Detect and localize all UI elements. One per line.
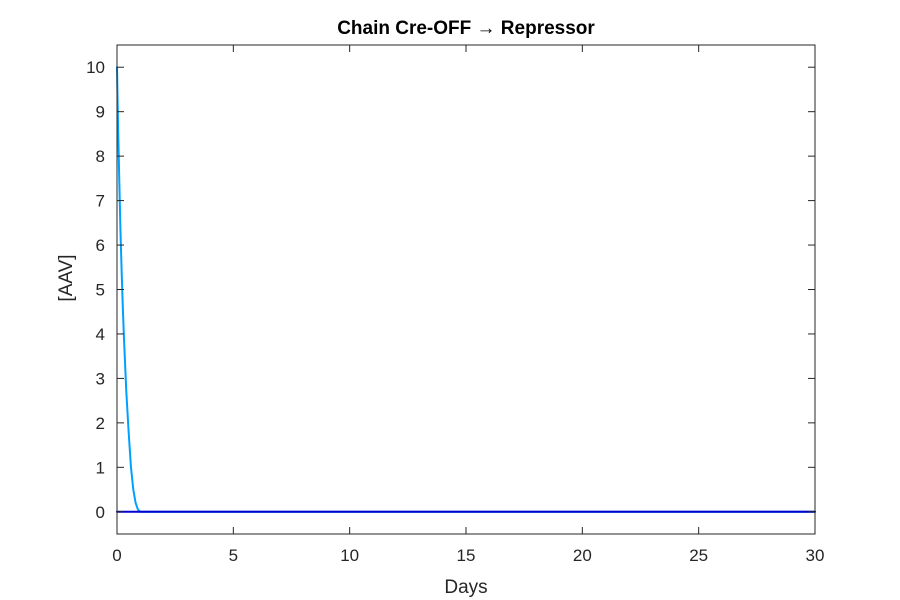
y-tick-label: 8 xyxy=(96,147,105,166)
y-axis-label: [AAV] xyxy=(56,254,77,301)
x-tick-label: 15 xyxy=(457,546,476,565)
x-tick-label: 10 xyxy=(340,546,359,565)
plot-area xyxy=(117,45,815,534)
chart-title: Chain Cre-OFF → Repressor xyxy=(337,18,595,39)
x-axis-label: Days xyxy=(444,577,487,598)
y-tick-label: 2 xyxy=(96,414,105,433)
y-tick-label: 0 xyxy=(96,503,105,522)
axes: 0 5 10 15 20 25 30 0 1 2 3 4 5 6 7 8 9 10 xyxy=(86,44,825,565)
y-tick-label: 7 xyxy=(96,192,105,211)
y-tick-label: 10 xyxy=(86,58,105,77)
y-tick-label: 4 xyxy=(96,325,105,344)
y-tick-label: 6 xyxy=(96,236,105,255)
x-tick-label: 25 xyxy=(689,546,708,565)
x-tick-label: 30 xyxy=(806,546,825,565)
y-tick-label: 9 xyxy=(96,103,105,122)
x-tick-label: 0 xyxy=(112,546,121,565)
x-tick-label: 5 xyxy=(229,546,238,565)
y-tick-label: 1 xyxy=(96,458,105,477)
y-tick-label: 5 xyxy=(96,281,105,300)
series-lines xyxy=(116,66,816,513)
x-tick-label: 20 xyxy=(573,546,592,565)
y-tick-label: 3 xyxy=(96,369,105,388)
plot-background xyxy=(117,45,815,534)
